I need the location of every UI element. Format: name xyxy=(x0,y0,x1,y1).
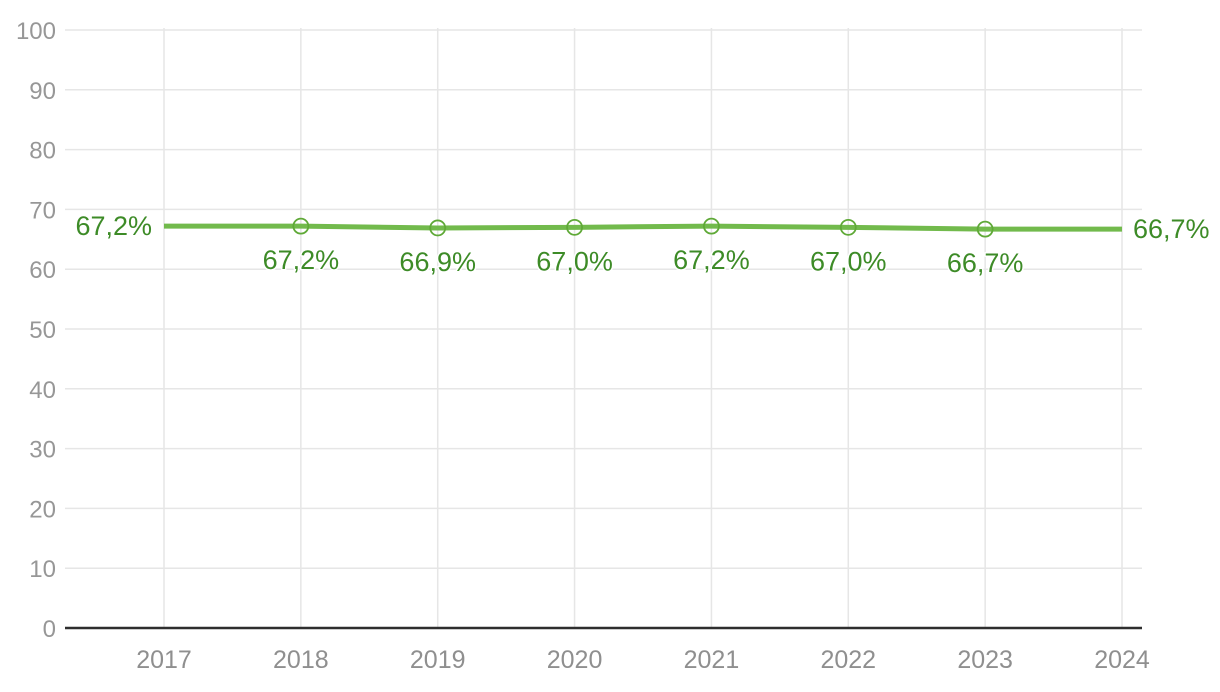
y-tick-label: 80 xyxy=(29,138,56,165)
x-tick-label: 2017 xyxy=(136,646,192,674)
data-point-label: 66,7% xyxy=(1133,214,1210,244)
data-point-label: 67,2% xyxy=(673,245,750,275)
y-tick-label: 40 xyxy=(29,377,56,404)
y-tick-label: 50 xyxy=(29,317,56,344)
y-tick-label: 10 xyxy=(29,556,56,583)
data-point-label: 66,7% xyxy=(947,248,1024,278)
y-tick-label: 90 xyxy=(29,78,56,105)
y-tick-label: 0 xyxy=(43,616,56,643)
data-point-label: 67,0% xyxy=(536,246,613,276)
x-tick-label: 2021 xyxy=(684,646,740,674)
x-tick-label: 2023 xyxy=(957,646,1013,674)
y-tick-label: 60 xyxy=(29,257,56,284)
y-tick-label: 30 xyxy=(29,437,56,464)
x-tick-label: 2019 xyxy=(410,646,466,674)
data-point-label: 66,9% xyxy=(399,247,476,277)
data-point-marker xyxy=(566,218,583,236)
x-tick-label: 2020 xyxy=(547,646,603,674)
data-point-marker xyxy=(839,218,857,236)
x-tick-label: 2018 xyxy=(273,646,329,674)
data-point-label: 67,2% xyxy=(263,245,340,275)
data-point-label: 67,0% xyxy=(810,246,887,276)
y-tick-label: 100 xyxy=(16,18,56,45)
x-tick-label: 2024 xyxy=(1094,646,1150,674)
y-tick-label: 20 xyxy=(29,496,56,523)
data-point-label: 67,2% xyxy=(75,211,152,241)
data-point-marker xyxy=(429,219,447,237)
data-line xyxy=(164,223,1122,232)
x-tick-label: 2022 xyxy=(820,646,876,674)
y-tick-label: 70 xyxy=(29,197,56,224)
data-point-marker xyxy=(292,217,310,235)
data-point-marker xyxy=(976,220,994,238)
data-point-marker xyxy=(703,217,720,235)
